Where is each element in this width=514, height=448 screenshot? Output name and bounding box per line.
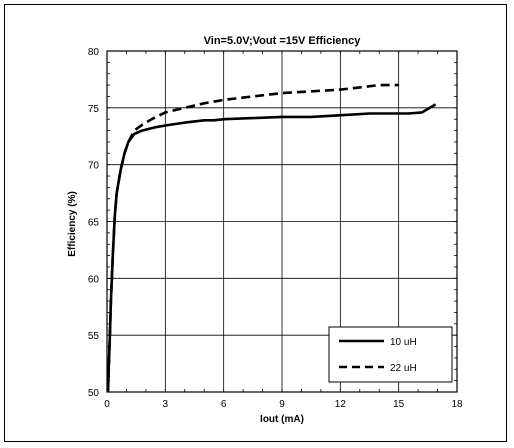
x-axis-label: Iout (mA) xyxy=(260,414,304,425)
y-axis-label: Efficiency (%) xyxy=(67,191,78,257)
legend-label-10uh: 10 uH xyxy=(390,337,417,348)
x-tick-label: 3 xyxy=(163,399,169,410)
y-tick-label: 50 xyxy=(88,388,100,399)
x-tick-label: 12 xyxy=(335,399,347,410)
x-tick-label: 0 xyxy=(104,399,110,410)
chart-frame xyxy=(4,4,507,442)
y-tick-label: 70 xyxy=(88,161,100,172)
x-tick-label: 15 xyxy=(393,399,405,410)
legend-box xyxy=(328,326,453,383)
y-tick-label: 75 xyxy=(88,104,100,115)
x-tick-label: 6 xyxy=(221,399,227,410)
x-tick-label: 9 xyxy=(279,399,285,410)
series-layer xyxy=(106,83,437,393)
y-tick-label: 55 xyxy=(88,331,100,342)
legend-label-22uh: 22 uH xyxy=(390,363,417,374)
legend: 10 uH 22 uH xyxy=(328,326,453,383)
y-tick-label: 65 xyxy=(88,218,100,229)
axis-ticks: 0 3 6 9 12 15 18 50 55 60 65 70 75 80 xyxy=(88,47,463,410)
series-line-22uh xyxy=(106,83,399,393)
series-line-10uh xyxy=(106,103,437,393)
y-tick-label: 80 xyxy=(88,47,100,58)
y-tick-label: 60 xyxy=(88,274,100,285)
x-tick-label: 18 xyxy=(451,399,463,410)
chart-title: Vin=5.0V;Vout =15V Efficiency xyxy=(204,35,362,47)
